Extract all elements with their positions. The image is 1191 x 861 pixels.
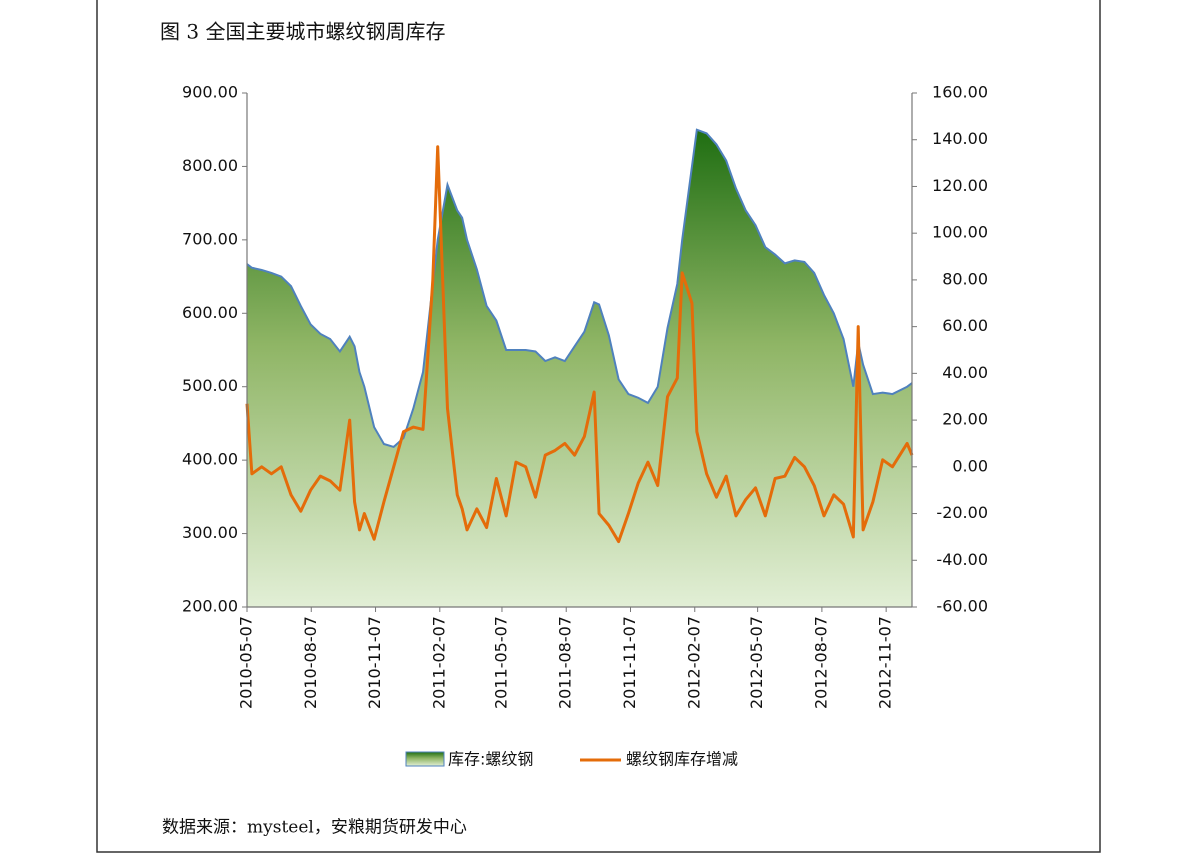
frame: [96, 0, 1101, 853]
x-tick-label: 2012-08-07: [811, 616, 830, 709]
chart-title: 图 3 全国主要城市螺纹钢周库存: [160, 20, 445, 44]
line: [245, 145, 914, 544]
y2-tick-label: 120.00: [932, 176, 988, 195]
x-tick-label: 2012-02-07: [684, 616, 703, 709]
area-edge: [246, 128, 913, 449]
y-tick-label: 200.00: [182, 597, 238, 616]
legend-label: 螺纹钢库存增减: [626, 750, 738, 769]
x-tick-label: 2012-05-07: [747, 616, 766, 709]
y-tick-label: 300.00: [182, 523, 238, 542]
y2-tick-label: -20.00: [936, 503, 988, 522]
x-tick-label: 2011-05-07: [491, 616, 510, 709]
y2-tick-label: 100.00: [932, 223, 988, 242]
y-tick-label: 600.00: [182, 303, 238, 322]
y2-tick-label: 0.00: [952, 456, 988, 475]
y2-tick-label: -60.00: [936, 597, 988, 616]
y2-tick-label: 160.00: [932, 83, 988, 102]
x-tick-label: 2010-11-07: [365, 616, 384, 709]
x-tick-label: 2011-02-07: [429, 616, 448, 709]
y-tick-label: 500.00: [182, 376, 238, 395]
y-tick-label: 400.00: [182, 450, 238, 469]
x-tick-label: 2010-05-07: [237, 616, 256, 709]
legend-label: 库存:螺纹钢: [448, 750, 533, 769]
y-tick-label: 900.00: [182, 83, 238, 102]
x-tick-label: 2011-08-07: [556, 616, 575, 709]
legend-swatch: [405, 751, 445, 767]
y2-tick-label: 20.00: [942, 410, 988, 429]
y2-tick-label: 80.00: [942, 269, 988, 288]
y-tick-label: 800.00: [182, 156, 238, 175]
y2-tick-label: -40.00: [936, 550, 988, 569]
x-tick-label: 2010-08-07: [301, 616, 320, 709]
x-tick-label: 2012-11-07: [876, 616, 895, 709]
y2-tick-label: 140.00: [932, 129, 988, 148]
area-fill: [247, 129, 912, 607]
source-note: 数据来源：mysteel，安粮期货研发中心: [162, 818, 467, 838]
x-tick-label: 2011-11-07: [620, 616, 639, 709]
y2-tick-label: 60.00: [942, 316, 988, 335]
y2-tick-label: 40.00: [942, 363, 988, 382]
y-tick-label: 700.00: [182, 229, 238, 248]
